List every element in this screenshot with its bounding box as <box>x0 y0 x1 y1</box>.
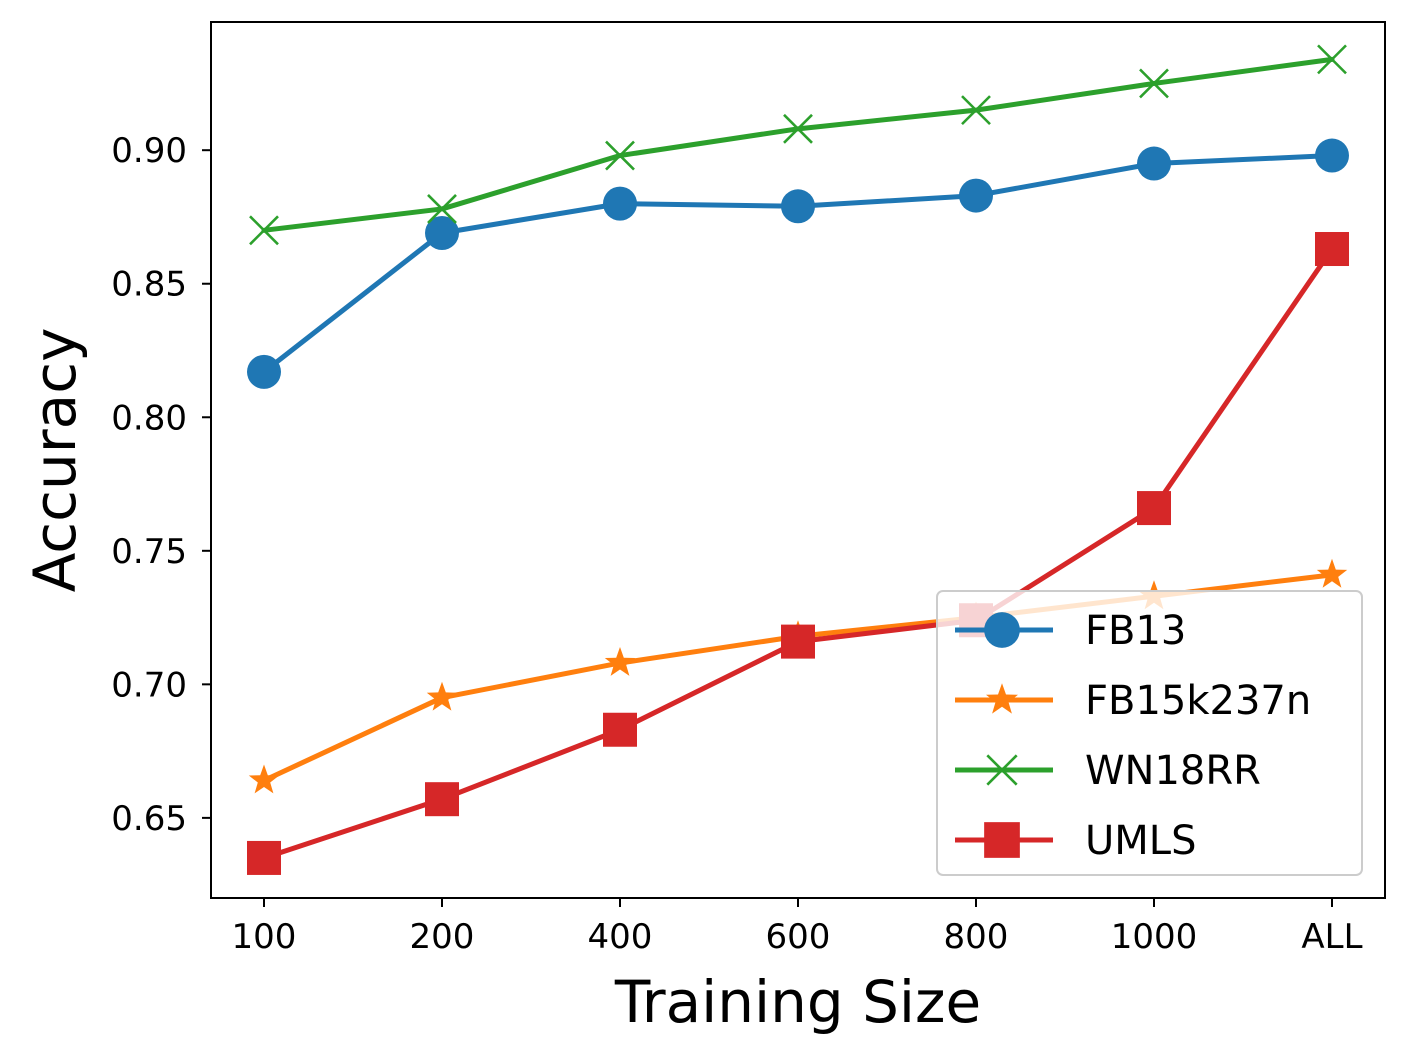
legend-label: UMLS <box>1085 818 1196 864</box>
legend-item-umls: UMLS <box>955 818 1196 864</box>
y-tick-label: 0.75 <box>111 532 187 572</box>
legend-marker-fb13 <box>984 612 1020 648</box>
data-point-fb15k237n-400 <box>604 647 636 676</box>
data-point-wn18rr-100 <box>249 215 279 246</box>
y-axis-title: Accuracy <box>21 328 89 593</box>
data-point-umls-600 <box>781 624 815 659</box>
data-point-umls-100 <box>247 840 281 875</box>
legend-label: FB13 <box>1085 608 1186 654</box>
data-point-umls-400 <box>603 712 637 747</box>
data-point-fb13-400 <box>603 186 637 221</box>
x-tick-label: 600 <box>766 917 831 957</box>
legend-marker-fb15k237n <box>986 683 1018 714</box>
legend-item-wn18rr: WN18RR <box>955 748 1261 794</box>
data-point-wn18rr-all <box>1317 44 1347 75</box>
data-point-umls-1000 <box>1137 491 1171 526</box>
data-point-fb13-800 <box>959 178 993 213</box>
data-point-fb15k237n-100 <box>248 764 280 794</box>
data-point-fb15k237n-all <box>1316 558 1348 588</box>
x-tick-label: 200 <box>410 917 475 957</box>
data-point-wn18rr-400 <box>605 140 635 171</box>
y-tick-label: 0.80 <box>111 398 187 438</box>
data-point-fb13-all <box>1315 138 1349 173</box>
x-axis: 100 200 400 600 800 1000 ALL <box>232 898 1363 957</box>
y-tick-label: 0.85 <box>111 265 187 305</box>
data-point-fb13-200 <box>425 215 459 250</box>
data-point-wn18rr-200 <box>427 194 457 224</box>
x-tick-label: 800 <box>944 917 1009 957</box>
legend-label: WN18RR <box>1085 748 1261 794</box>
legend: FB13 FB15k237n WN18RR UMLS <box>936 590 1363 876</box>
series-fb13 <box>247 138 1349 389</box>
data-point-fb15k237n-200 <box>426 681 458 711</box>
legend-marker-wn18rr <box>986 754 1018 786</box>
y-tick-label: 0.90 <box>111 131 187 171</box>
data-point-wn18rr-600 <box>783 113 813 144</box>
series-wn18rr <box>249 44 1347 246</box>
legend-label: FB15k237n <box>1085 678 1311 724</box>
legend-marker-umls <box>984 822 1020 858</box>
x-tick-label: ALL <box>1301 917 1362 957</box>
legend-item-fb15k237n: FB15k237n <box>955 678 1311 724</box>
data-point-umls-all <box>1315 232 1349 267</box>
legend-box <box>936 590 1363 876</box>
x-tick-label: 100 <box>232 917 297 957</box>
x-tick-label: 1000 <box>1111 917 1198 957</box>
y-tick-label: 0.65 <box>111 799 187 839</box>
legend-item-fb13: FB13 <box>955 608 1186 654</box>
data-point-fb13-1000 <box>1137 146 1171 181</box>
data-point-wn18rr-1000 <box>1139 68 1169 99</box>
data-point-fb13-600 <box>781 189 815 224</box>
x-tick-label: 400 <box>588 917 653 957</box>
x-axis-title: Training Size <box>614 968 981 1036</box>
data-point-wn18rr-800 <box>961 95 991 126</box>
y-tick-label: 0.70 <box>111 665 187 705</box>
y-axis: 0.65 0.70 0.75 0.80 0.85 0.90 <box>111 131 211 839</box>
data-point-umls-200 <box>425 782 459 817</box>
series-line-fb13 <box>261 153 1335 375</box>
data-point-fb13-100 <box>247 354 281 389</box>
